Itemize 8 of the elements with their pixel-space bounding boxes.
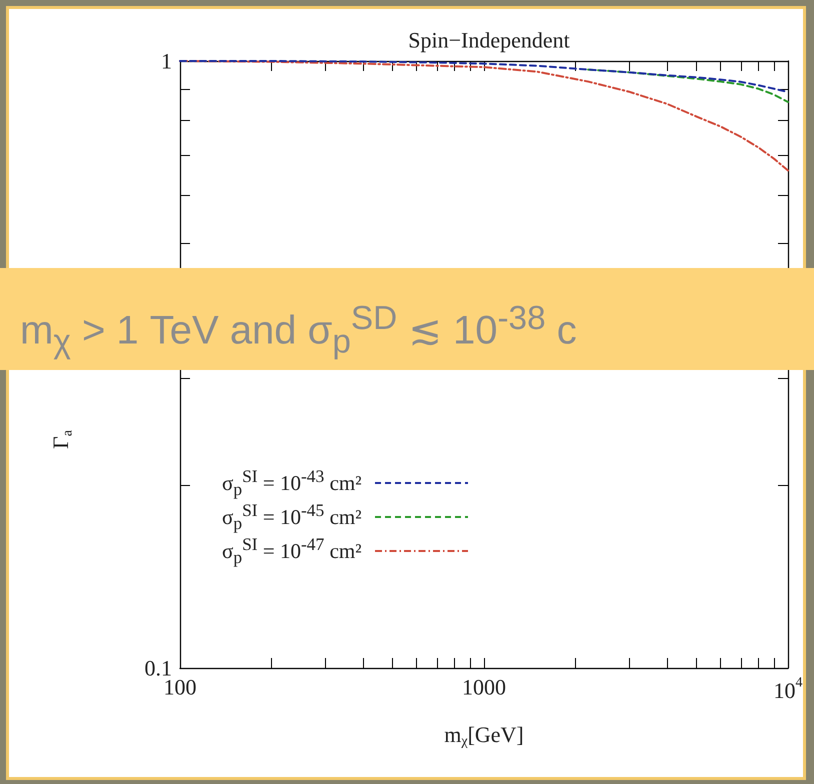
chart-title: Spin−Independent bbox=[408, 28, 570, 52]
y-tick-label: 1 bbox=[161, 48, 172, 74]
x-tick-label: 1000 bbox=[462, 674, 506, 700]
legend-label: σ$_{p}$$^{SI}$ = 10$^{-47}$ cm² bbox=[222, 534, 362, 568]
y-axis-title: Γa bbox=[48, 429, 76, 449]
legend-label: σ$_{p}$$^{SI}$ = 10$^{-45}$ cm² bbox=[222, 500, 362, 534]
annotation: m$_{χ}$ > 1 TeV and σ$_{p}$$^{SD}$ ≲ 10$^{-38}$ c bbox=[20, 299, 577, 362]
legend-label: σ$_{p}$$^{SI}$ = 10$^{-43}$ cm² bbox=[222, 466, 362, 500]
